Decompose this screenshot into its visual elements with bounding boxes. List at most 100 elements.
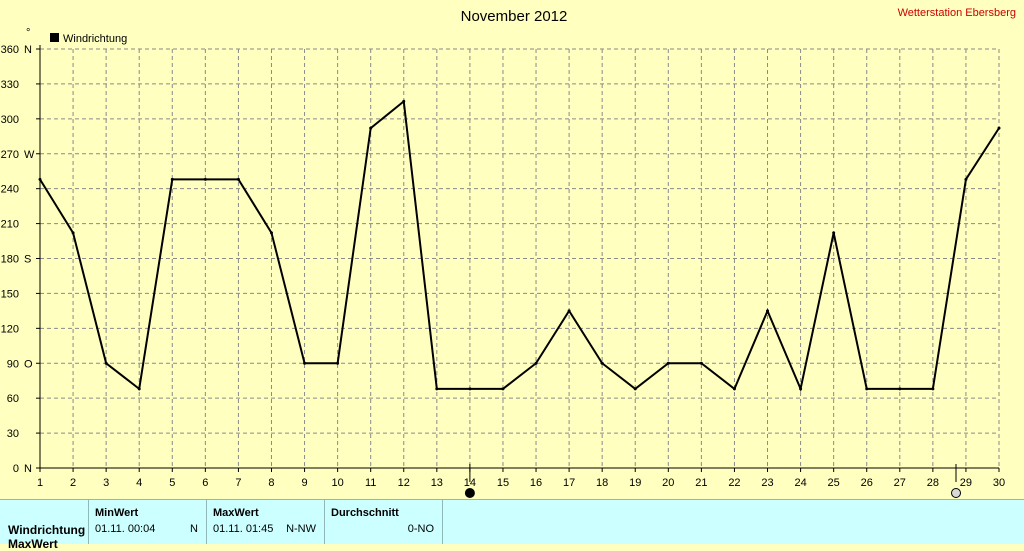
data-point	[402, 99, 406, 103]
y-direction-label: O	[24, 358, 33, 370]
y-direction-label: S	[24, 254, 31, 266]
x-tick-label: 26	[861, 477, 873, 489]
series-line-windrichtung	[39, 99, 1000, 393]
y-direction-label: N	[24, 44, 32, 56]
full-moon-icon	[951, 488, 962, 498]
x-tick-label: 15	[497, 477, 509, 489]
data-point	[898, 387, 902, 391]
data-point	[600, 361, 604, 365]
data-point	[501, 387, 505, 391]
x-tick-label: 17	[563, 477, 575, 489]
x-tick-label: 24	[794, 477, 806, 489]
x-tick-label: 25	[828, 477, 840, 489]
min-datetime: 01.11. 00:04	[95, 523, 156, 535]
data-point	[104, 361, 108, 365]
grid-lines	[39, 48, 1000, 469]
data-point	[170, 177, 174, 181]
x-tick-label: 2	[70, 477, 76, 489]
data-point	[666, 361, 670, 365]
data-point	[203, 177, 207, 181]
y-direction-label: W	[24, 149, 35, 161]
x-tick-label: 13	[431, 477, 443, 489]
data-point	[236, 177, 240, 181]
data-point	[303, 361, 307, 365]
data-point	[732, 387, 736, 391]
y-tick-label: 60	[7, 393, 19, 405]
chart-title: November 2012	[461, 8, 568, 25]
avg-direction: 0-NO	[407, 523, 434, 535]
x-tick-label: 21	[695, 477, 707, 489]
data-point	[435, 387, 439, 391]
x-tick-label: 22	[728, 477, 740, 489]
data-point	[468, 387, 472, 391]
data-point	[336, 361, 340, 365]
y-tick-label: 120	[1, 323, 19, 335]
min-direction: N	[190, 523, 198, 535]
y-direction-label: N	[24, 463, 32, 475]
min-column: MinWert 01.11. 00:04 N	[89, 500, 207, 544]
data-point	[534, 361, 538, 365]
y-tick-label: 240	[1, 184, 19, 196]
x-tick-label: 27	[894, 477, 906, 489]
max-header: MaxWert	[213, 507, 259, 519]
stats-table: Windrichtung MaxWert MinWert 01.11. 00:0…	[0, 499, 1024, 551]
y-tick-label: 270	[1, 149, 19, 161]
y-tick-label: 360	[1, 44, 19, 56]
max-direction: N-NW	[286, 523, 316, 535]
new-moon-icon	[464, 488, 475, 498]
x-tick-label: 18	[596, 477, 608, 489]
data-point	[766, 309, 770, 313]
max-datetime: 01.11. 01:45	[213, 523, 274, 535]
y-tick-label: 0	[13, 463, 19, 475]
max-column: MaxWert 01.11. 01:45 N-NW	[207, 500, 325, 544]
avg-header: Durchschnitt	[331, 507, 399, 519]
x-tick-label: 11	[365, 477, 376, 489]
data-point	[567, 309, 571, 313]
x-tick-label: 4	[136, 477, 142, 489]
axes	[39, 45, 999, 469]
x-tick-label: 29	[960, 477, 972, 489]
table-label-cell	[0, 500, 89, 544]
x-axis-ticks: 1 2 3 4 5 6 7 8 9 10 11 12 13 14 15 16 17 18 19 20 21 22 23 24 2…	[37, 468, 1005, 489]
legend-label: Windrichtung	[63, 33, 127, 45]
data-point	[699, 361, 703, 365]
table-row-label: Windrichtung	[8, 523, 86, 537]
data-point	[931, 387, 935, 391]
y-tick-label: 330	[1, 79, 19, 91]
y-tick-label: 180	[1, 254, 19, 266]
x-tick-label: 3	[103, 477, 109, 489]
data-point	[137, 387, 141, 391]
x-tick-label: 5	[169, 477, 175, 489]
legend-swatch	[50, 33, 59, 42]
wind-direction-chart: November 2012 Wetterstation Ebersberg ° …	[1, 7, 1016, 498]
data-point	[369, 126, 373, 130]
y-tick-label: 150	[1, 288, 19, 300]
x-tick-label: 28	[927, 477, 939, 489]
data-point	[832, 231, 836, 235]
y-tick-label: 300	[1, 114, 19, 126]
avg-column: Durchschnitt 0-NO	[325, 500, 443, 544]
x-tick-label: 10	[331, 477, 343, 489]
moon-phase-markers	[464, 464, 962, 498]
x-tick-label: 7	[235, 477, 241, 489]
min-header: MinWert	[95, 507, 139, 519]
x-tick-label: 8	[268, 477, 274, 489]
data-point	[964, 177, 968, 181]
x-tick-label: 19	[629, 477, 641, 489]
data-point	[38, 177, 42, 181]
x-tick-label: 12	[398, 477, 410, 489]
x-tick-label: 20	[662, 477, 674, 489]
data-point	[997, 126, 1001, 130]
y-tick-label: 210	[1, 219, 19, 231]
x-tick-label: 6	[202, 477, 208, 489]
data-point	[865, 387, 869, 391]
series-layer	[38, 99, 1001, 393]
x-tick-label: 16	[530, 477, 542, 489]
station-name: Wetterstation Ebersberg	[898, 7, 1016, 19]
data-point	[71, 231, 75, 235]
x-tick-label: 1	[37, 477, 43, 489]
data-point	[799, 387, 803, 391]
data-point	[269, 231, 273, 235]
x-tick-label: 9	[301, 477, 307, 489]
